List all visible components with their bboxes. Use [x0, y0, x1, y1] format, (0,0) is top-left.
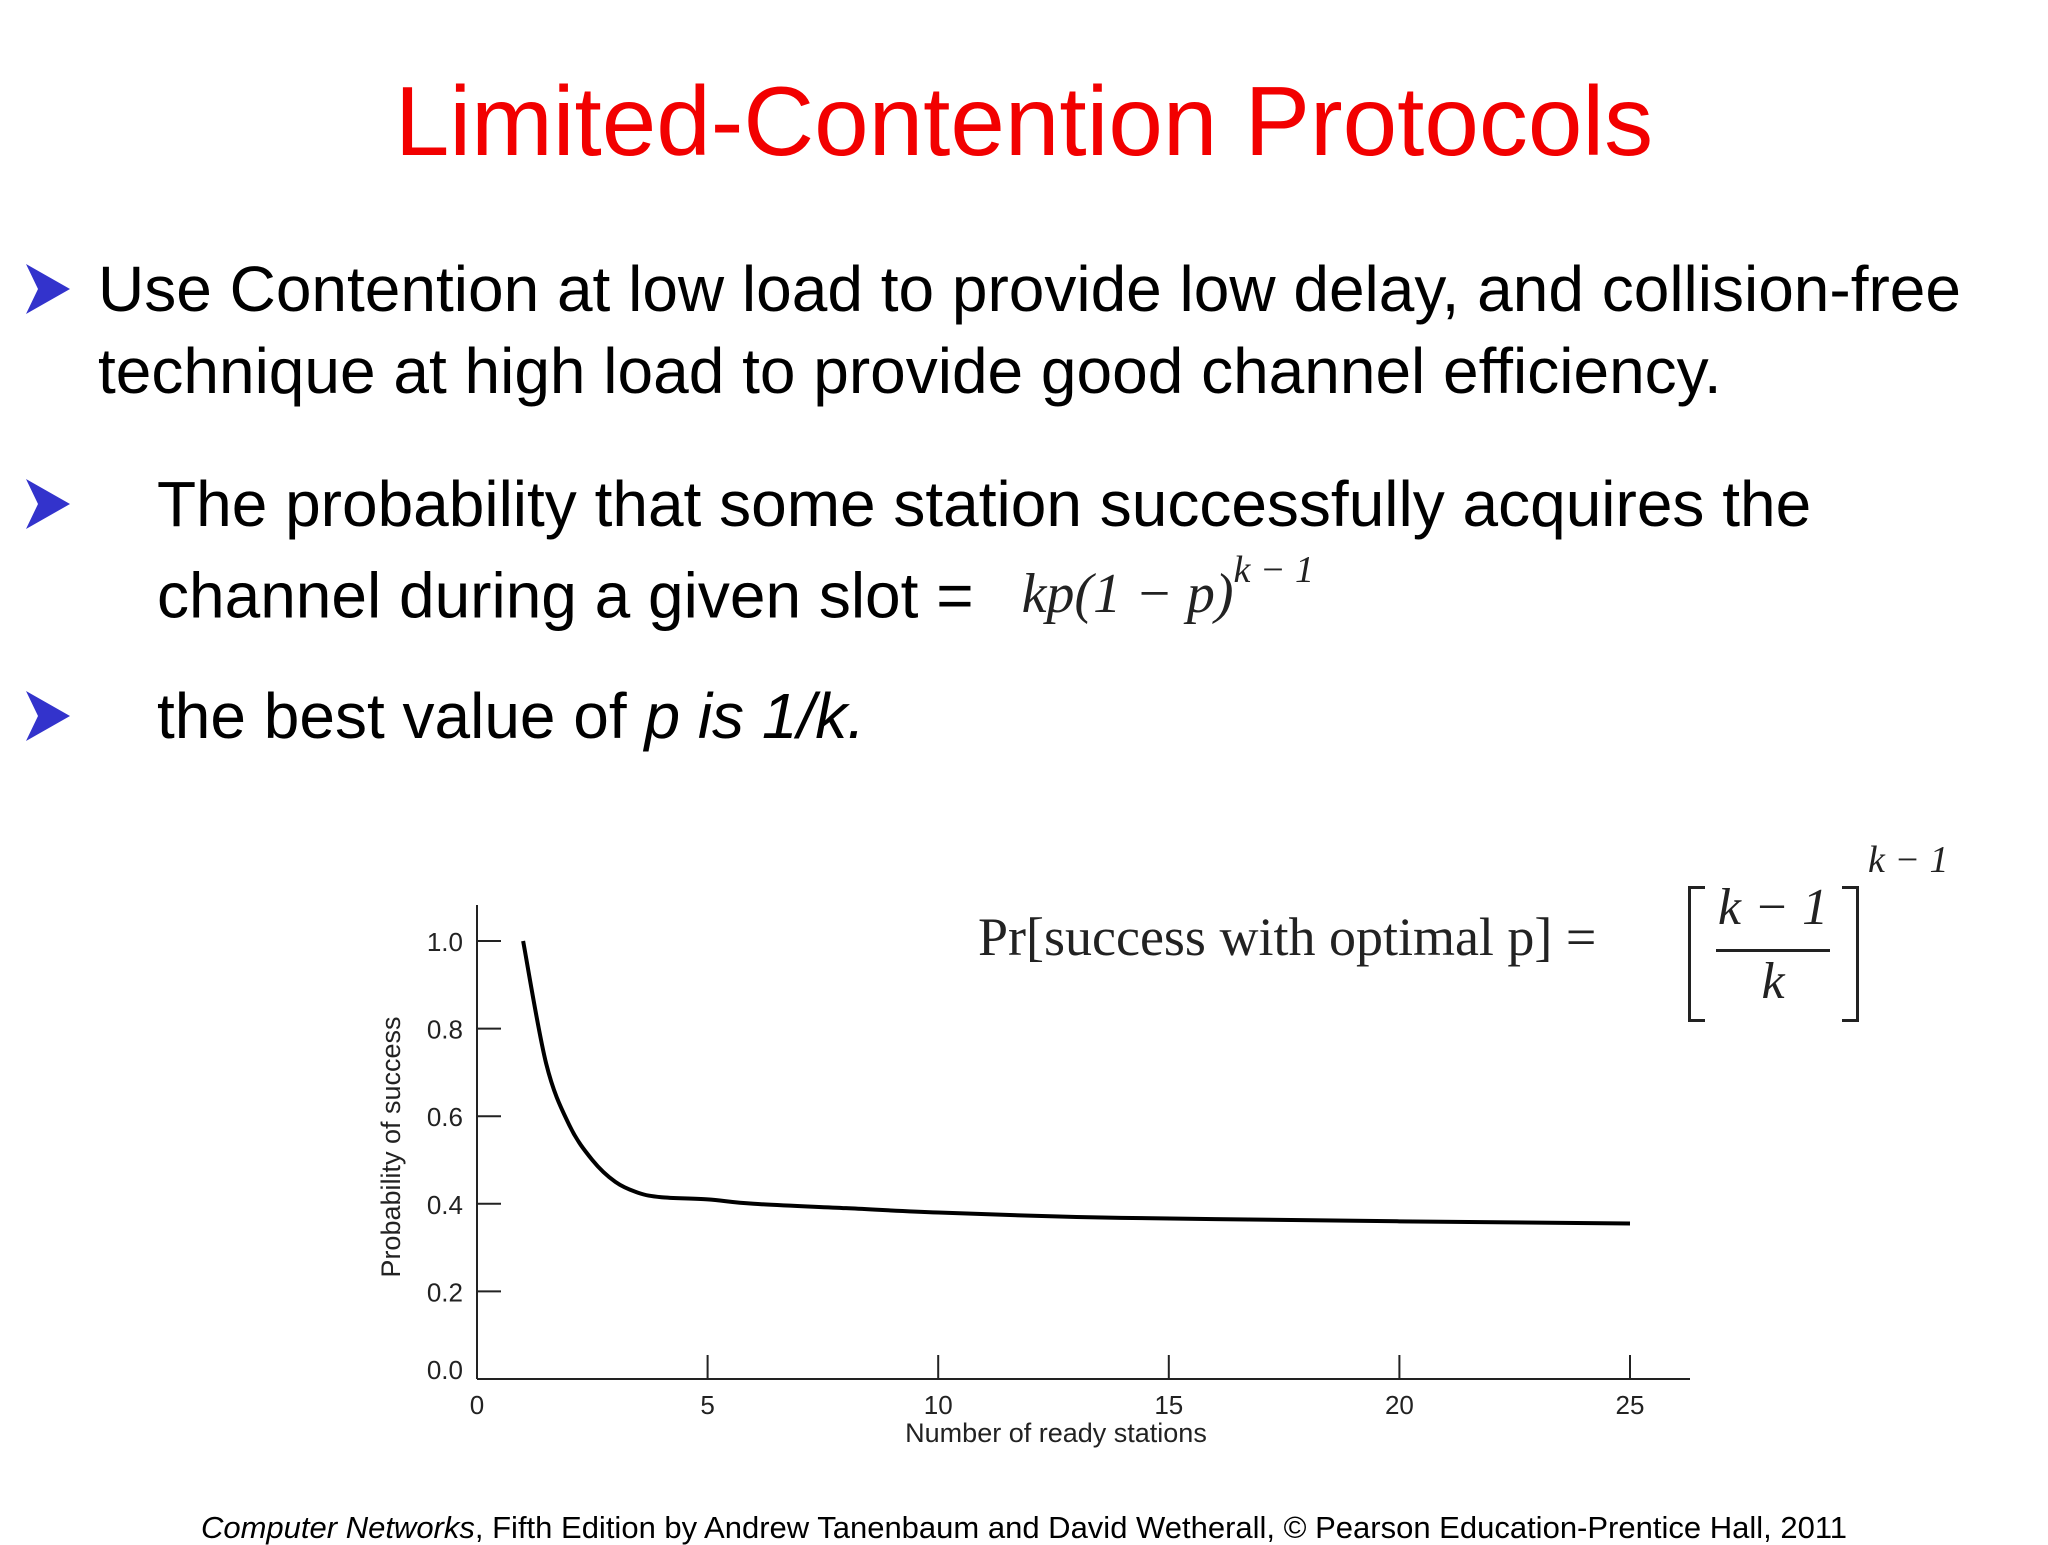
footer-rest: , Fifth Edition by Andrew Tanenbaum and …	[474, 1510, 1848, 1545]
fraction-numerator: k − 1	[1717, 879, 1829, 936]
y-tick-label: 1.0	[427, 927, 463, 957]
arrowhead-bullet-icon	[26, 479, 70, 529]
x-tick-label: 20	[1385, 1390, 1414, 1420]
best-value-text: the best value of	[157, 680, 645, 752]
fraction-bar	[1716, 949, 1830, 952]
success-probability-curve	[521, 940, 1631, 1226]
fraction-exponent: k − 1	[1868, 839, 1949, 881]
slide-title: Limited-Contention Protocols	[394, 66, 1654, 176]
best-value-italic: p is 1/k.	[644, 680, 865, 752]
formula-lhs: Pr[success with optimal p] =	[978, 907, 1597, 967]
footer-book-title: Computer Networks	[200, 1510, 475, 1545]
formula-exponent: k − 1	[1233, 549, 1315, 591]
x-tick-label: 10	[924, 1390, 953, 1420]
y-tick-label: 0.8	[427, 1015, 463, 1045]
formula-base: kp(1 − p)	[1021, 562, 1234, 625]
x-tick-label: 25	[1616, 1390, 1645, 1420]
bullet-probability-text: The probability that some station succes…	[157, 468, 1812, 632]
y-axis-label: Probability of success	[376, 1016, 406, 1277]
fraction-denominator: k	[1761, 953, 1785, 1010]
arrowhead-bullet-icon	[26, 691, 70, 741]
x-axis-ticks: 0 5 10 15 20 25	[470, 1355, 1645, 1420]
bullet-text: Use Contention at low load to provide lo…	[98, 253, 1961, 407]
bullet-text: the best value of p is 1/k.	[157, 675, 2027, 757]
optimal-probability-formula: Pr[success with optimal p] = k − 1 k k −…	[978, 839, 2038, 1040]
probability-formula: kp(1 − p)k − 1	[1021, 549, 1314, 625]
left-bracket	[1688, 886, 1705, 1022]
y-tick-label: 0.2	[427, 1277, 463, 1307]
right-bracket	[1842, 886, 1859, 1022]
y-axis-ticks: 0.0 0.2 0.4 0.6 0.8 1.0	[427, 927, 501, 1385]
x-tick-label: 5	[700, 1390, 714, 1420]
bullet-text: The probability that some station succes…	[157, 463, 2027, 641]
y-tick-label: 0.0	[427, 1355, 463, 1385]
x-axis-label: Number of ready stations	[905, 1418, 1207, 1448]
x-tick-label: 15	[1154, 1390, 1183, 1420]
chart-axes	[476, 905, 1690, 1380]
footer-citation: Computer Networks, Fifth Edition by Andr…	[0, 1512, 2048, 1543]
arrowhead-bullet-icon	[26, 264, 70, 314]
y-tick-label: 0.6	[427, 1102, 463, 1132]
x-tick-label: 0	[470, 1390, 484, 1420]
y-tick-label: 0.4	[427, 1190, 463, 1220]
